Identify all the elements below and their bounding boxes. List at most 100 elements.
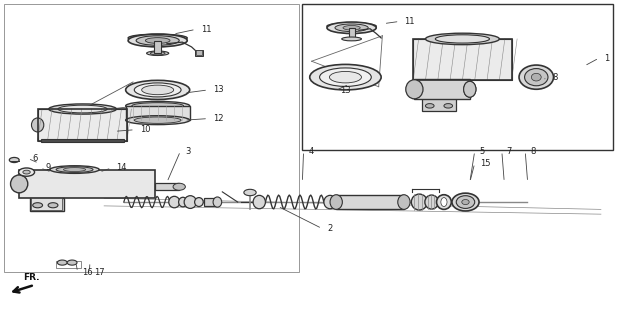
Ellipse shape	[126, 101, 189, 110]
Ellipse shape	[425, 195, 439, 209]
Bar	[194, 50, 203, 56]
Ellipse shape	[327, 22, 376, 34]
Ellipse shape	[343, 26, 360, 30]
Ellipse shape	[49, 104, 117, 114]
Ellipse shape	[324, 196, 336, 209]
Ellipse shape	[178, 197, 187, 207]
Ellipse shape	[310, 64, 381, 90]
Bar	[31, 198, 62, 210]
Ellipse shape	[463, 81, 476, 97]
Ellipse shape	[126, 80, 189, 100]
Ellipse shape	[135, 83, 181, 97]
Bar	[30, 197, 64, 211]
Text: 8: 8	[530, 147, 536, 156]
Ellipse shape	[184, 196, 196, 208]
Ellipse shape	[151, 52, 165, 55]
Bar	[196, 50, 202, 55]
Bar	[41, 139, 124, 142]
Text: 3: 3	[185, 147, 191, 156]
Ellipse shape	[519, 65, 553, 89]
Bar	[423, 98, 456, 111]
Bar	[204, 198, 217, 206]
Ellipse shape	[426, 33, 499, 45]
Ellipse shape	[56, 167, 93, 172]
Ellipse shape	[173, 183, 185, 190]
Ellipse shape	[327, 23, 376, 29]
Circle shape	[244, 189, 256, 196]
Ellipse shape	[169, 196, 180, 208]
Ellipse shape	[406, 80, 423, 99]
Ellipse shape	[531, 73, 541, 81]
Text: 10: 10	[140, 125, 151, 134]
Ellipse shape	[436, 35, 489, 43]
Bar	[349, 28, 355, 39]
Ellipse shape	[452, 193, 479, 211]
Text: 13: 13	[213, 85, 224, 94]
Ellipse shape	[136, 36, 179, 45]
Ellipse shape	[10, 175, 28, 193]
Ellipse shape	[398, 195, 410, 209]
Ellipse shape	[128, 34, 187, 47]
Circle shape	[426, 104, 434, 108]
Bar	[413, 39, 511, 80]
Ellipse shape	[342, 37, 362, 41]
Bar	[126, 106, 189, 120]
Bar	[415, 79, 470, 100]
Bar	[38, 109, 127, 141]
Text: 12: 12	[213, 114, 223, 123]
Bar	[336, 195, 404, 209]
Circle shape	[48, 203, 58, 208]
Text: 15: 15	[479, 159, 490, 168]
Text: 16: 16	[83, 268, 93, 277]
Ellipse shape	[329, 71, 362, 83]
Text: 11: 11	[405, 17, 415, 26]
Bar	[38, 109, 127, 141]
Ellipse shape	[64, 168, 86, 172]
Text: 13: 13	[341, 86, 351, 95]
Text: 4: 4	[308, 147, 314, 156]
Ellipse shape	[320, 68, 371, 86]
Text: 2: 2	[327, 224, 332, 233]
Bar	[413, 39, 511, 80]
Circle shape	[67, 260, 77, 265]
Ellipse shape	[126, 116, 189, 124]
Ellipse shape	[437, 195, 451, 209]
Ellipse shape	[463, 81, 476, 97]
Bar	[155, 183, 179, 190]
Text: FR.: FR.	[23, 273, 39, 282]
Text: 7: 7	[507, 147, 512, 156]
Ellipse shape	[412, 194, 428, 210]
Ellipse shape	[330, 195, 342, 209]
Ellipse shape	[142, 85, 173, 95]
Ellipse shape	[31, 118, 44, 132]
Text: 14: 14	[117, 164, 127, 172]
Ellipse shape	[132, 36, 183, 42]
Ellipse shape	[23, 170, 30, 174]
Ellipse shape	[441, 197, 447, 206]
Circle shape	[9, 157, 19, 163]
Bar	[154, 41, 162, 53]
Ellipse shape	[524, 68, 548, 86]
Ellipse shape	[58, 105, 107, 113]
Circle shape	[57, 260, 67, 265]
Text: 9: 9	[45, 164, 50, 172]
Ellipse shape	[253, 196, 265, 209]
Bar	[4, 4, 299, 271]
Ellipse shape	[462, 199, 469, 204]
Ellipse shape	[147, 51, 169, 55]
Ellipse shape	[19, 168, 35, 176]
Ellipse shape	[456, 196, 474, 208]
Text: 5: 5	[479, 147, 485, 156]
Ellipse shape	[135, 117, 181, 123]
Ellipse shape	[213, 197, 222, 207]
Text: 8: 8	[552, 73, 558, 82]
Ellipse shape	[132, 103, 183, 109]
Ellipse shape	[146, 38, 170, 44]
Text: 6: 6	[33, 154, 38, 163]
Text: 11: 11	[201, 25, 211, 34]
Ellipse shape	[194, 197, 203, 206]
Text: 17: 17	[94, 268, 105, 277]
Bar	[302, 4, 613, 150]
Bar	[56, 261, 81, 268]
Ellipse shape	[335, 24, 368, 32]
